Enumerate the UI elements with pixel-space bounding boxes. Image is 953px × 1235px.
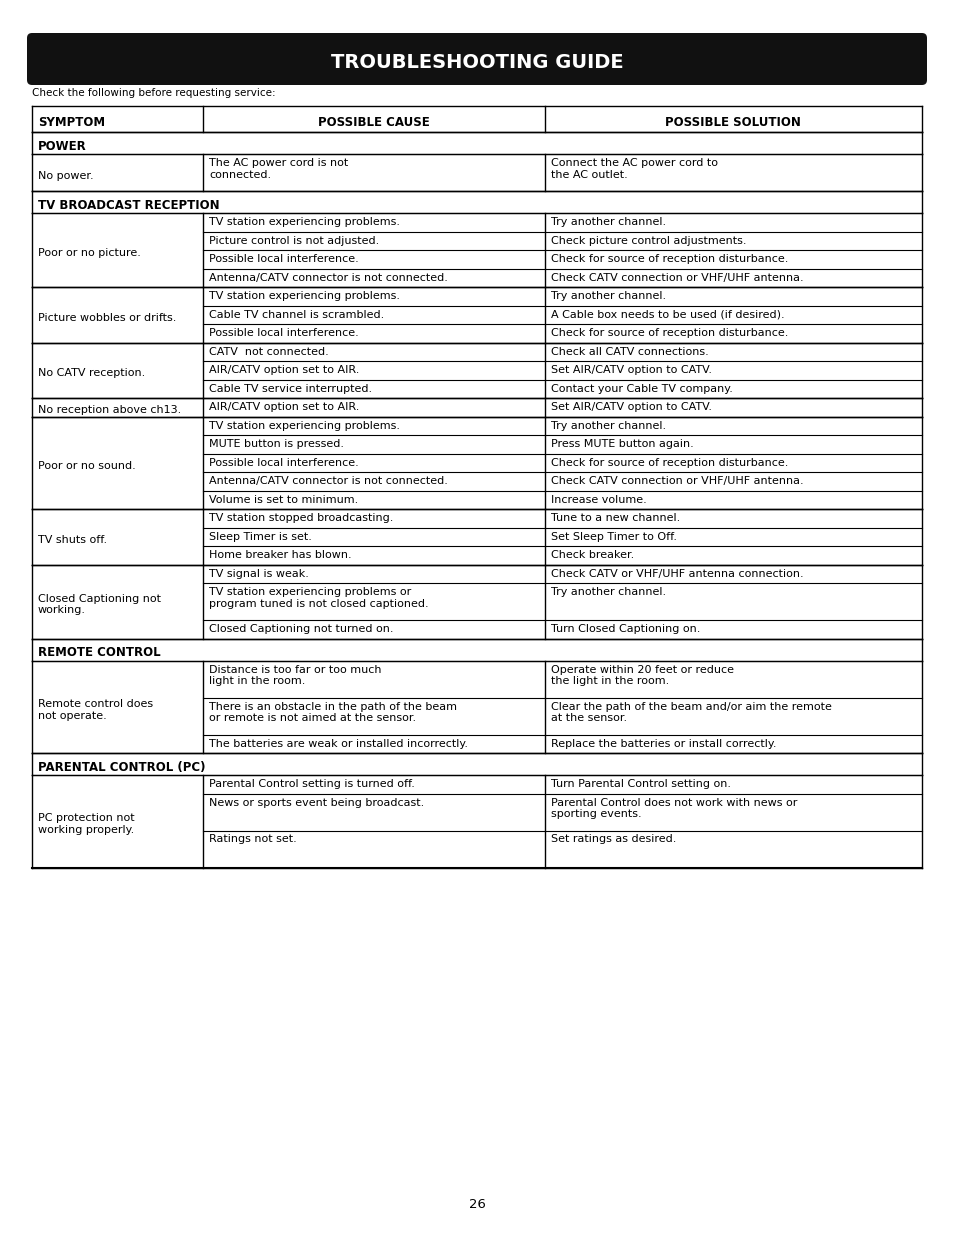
Text: 26: 26 bbox=[468, 1198, 485, 1212]
Text: Cable TV channel is scrambled.: Cable TV channel is scrambled. bbox=[209, 310, 384, 320]
Text: Remote control does
not operate.: Remote control does not operate. bbox=[38, 699, 153, 720]
Text: Set Sleep Timer to Off.: Set Sleep Timer to Off. bbox=[550, 531, 676, 541]
Text: Check CATV connection or VHF/UHF antenna.: Check CATV connection or VHF/UHF antenna… bbox=[550, 273, 802, 283]
Text: TV station experiencing problems.: TV station experiencing problems. bbox=[209, 420, 399, 431]
Text: TV station experiencing problems or
program tuned is not closed captioned.: TV station experiencing problems or prog… bbox=[209, 587, 428, 609]
Text: Increase volume.: Increase volume. bbox=[550, 494, 646, 505]
Text: Turn Parental Control setting on.: Turn Parental Control setting on. bbox=[550, 779, 730, 789]
Text: Cable TV service interrupted.: Cable TV service interrupted. bbox=[209, 384, 372, 394]
Text: Tune to a new channel.: Tune to a new channel. bbox=[550, 513, 679, 522]
Text: Closed Captioning not turned on.: Closed Captioning not turned on. bbox=[209, 624, 393, 634]
Text: Sleep Timer is set.: Sleep Timer is set. bbox=[209, 531, 312, 541]
Text: Ratings not set.: Ratings not set. bbox=[209, 835, 296, 845]
Text: Possible local interference.: Possible local interference. bbox=[209, 457, 358, 468]
Text: SYMPTOM: SYMPTOM bbox=[38, 116, 105, 128]
Text: Poor or no picture.: Poor or no picture. bbox=[38, 248, 141, 258]
Text: Distance is too far or too much
light in the room.: Distance is too far or too much light in… bbox=[209, 664, 381, 687]
Text: POSSIBLE CAUSE: POSSIBLE CAUSE bbox=[317, 116, 429, 128]
Text: Picture control is not adjusted.: Picture control is not adjusted. bbox=[209, 236, 378, 246]
Text: Check the following before requesting service:: Check the following before requesting se… bbox=[32, 88, 275, 98]
Text: The batteries are weak or installed incorrectly.: The batteries are weak or installed inco… bbox=[209, 739, 467, 748]
Text: Check all CATV connections.: Check all CATV connections. bbox=[550, 347, 708, 357]
Text: Contact your Cable TV company.: Contact your Cable TV company. bbox=[550, 384, 732, 394]
Text: Parental Control setting is turned off.: Parental Control setting is turned off. bbox=[209, 779, 415, 789]
Text: TV station experiencing problems.: TV station experiencing problems. bbox=[209, 291, 399, 301]
Text: Try another channel.: Try another channel. bbox=[550, 420, 665, 431]
Text: PARENTAL CONTROL (PC): PARENTAL CONTROL (PC) bbox=[38, 761, 205, 773]
Text: Possible local interference.: Possible local interference. bbox=[209, 329, 358, 338]
Text: Home breaker has blown.: Home breaker has blown. bbox=[209, 550, 351, 559]
Text: Check CATV or VHF/UHF antenna connection.: Check CATV or VHF/UHF antenna connection… bbox=[550, 568, 802, 578]
Text: No reception above ch13.: No reception above ch13. bbox=[38, 405, 181, 415]
Text: Try another channel.: Try another channel. bbox=[550, 587, 665, 597]
Text: News or sports event being broadcast.: News or sports event being broadcast. bbox=[209, 798, 424, 808]
Text: TV shuts off.: TV shuts off. bbox=[38, 535, 107, 545]
Text: Set ratings as desired.: Set ratings as desired. bbox=[550, 835, 676, 845]
Text: No power.: No power. bbox=[38, 170, 93, 180]
Text: Check picture control adjustments.: Check picture control adjustments. bbox=[550, 236, 745, 246]
Text: AIR/CATV option set to AIR.: AIR/CATV option set to AIR. bbox=[209, 366, 359, 375]
Text: TV signal is weak.: TV signal is weak. bbox=[209, 568, 309, 578]
Text: Antenna/CATV connector is not connected.: Antenna/CATV connector is not connected. bbox=[209, 475, 447, 487]
Text: Operate within 20 feet or reduce
the light in the room.: Operate within 20 feet or reduce the lig… bbox=[550, 664, 733, 687]
Text: Volume is set to minimum.: Volume is set to minimum. bbox=[209, 494, 357, 505]
Text: Press MUTE button again.: Press MUTE button again. bbox=[550, 438, 693, 450]
Text: Check for source of reception disturbance.: Check for source of reception disturbanc… bbox=[550, 457, 787, 468]
Text: Check for source of reception disturbance.: Check for source of reception disturbanc… bbox=[550, 329, 787, 338]
Text: Check breaker.: Check breaker. bbox=[550, 550, 633, 559]
Text: TV station experiencing problems.: TV station experiencing problems. bbox=[209, 217, 399, 227]
Text: POWER: POWER bbox=[38, 140, 87, 152]
Text: Parental Control does not work with news or
sporting events.: Parental Control does not work with news… bbox=[550, 798, 796, 819]
Text: Possible local interference.: Possible local interference. bbox=[209, 254, 358, 264]
Text: Closed Captioning not
working.: Closed Captioning not working. bbox=[38, 594, 161, 615]
Text: TROUBLESHOOTING GUIDE: TROUBLESHOOTING GUIDE bbox=[331, 53, 622, 72]
Text: TV station stopped broadcasting.: TV station stopped broadcasting. bbox=[209, 513, 393, 522]
Text: Connect the AC power cord to
the AC outlet.: Connect the AC power cord to the AC outl… bbox=[550, 158, 717, 179]
Text: Check for source of reception disturbance.: Check for source of reception disturbanc… bbox=[550, 254, 787, 264]
Text: Set AIR/CATV option to CATV.: Set AIR/CATV option to CATV. bbox=[550, 366, 711, 375]
Text: TV BROADCAST RECEPTION: TV BROADCAST RECEPTION bbox=[38, 199, 219, 211]
Text: Try another channel.: Try another channel. bbox=[550, 291, 665, 301]
Text: Replace the batteries or install correctly.: Replace the batteries or install correct… bbox=[550, 739, 776, 748]
Text: There is an obstacle in the path of the beam
or remote is not aimed at the senso: There is an obstacle in the path of the … bbox=[209, 701, 456, 724]
Text: The AC power cord is not
connected.: The AC power cord is not connected. bbox=[209, 158, 348, 179]
Text: MUTE button is pressed.: MUTE button is pressed. bbox=[209, 438, 343, 450]
Text: Picture wobbles or drifts.: Picture wobbles or drifts. bbox=[38, 312, 176, 322]
Text: No CATV reception.: No CATV reception. bbox=[38, 368, 145, 378]
Text: Check CATV connection or VHF/UHF antenna.: Check CATV connection or VHF/UHF antenna… bbox=[550, 475, 802, 487]
Text: Set AIR/CATV option to CATV.: Set AIR/CATV option to CATV. bbox=[550, 403, 711, 412]
Text: Antenna/CATV connector is not connected.: Antenna/CATV connector is not connected. bbox=[209, 273, 447, 283]
Text: POSSIBLE SOLUTION: POSSIBLE SOLUTION bbox=[664, 116, 801, 128]
Text: Turn Closed Captioning on.: Turn Closed Captioning on. bbox=[550, 624, 700, 634]
FancyBboxPatch shape bbox=[27, 33, 926, 85]
Text: CATV  not connected.: CATV not connected. bbox=[209, 347, 328, 357]
Text: AIR/CATV option set to AIR.: AIR/CATV option set to AIR. bbox=[209, 403, 359, 412]
Text: Try another channel.: Try another channel. bbox=[550, 217, 665, 227]
Text: Clear the path of the beam and/or aim the remote
at the sensor.: Clear the path of the beam and/or aim th… bbox=[550, 701, 831, 724]
Text: Poor or no sound.: Poor or no sound. bbox=[38, 461, 135, 471]
Text: A Cable box needs to be used (if desired).: A Cable box needs to be used (if desired… bbox=[550, 310, 783, 320]
Text: REMOTE CONTROL: REMOTE CONTROL bbox=[38, 646, 160, 659]
Text: PC protection not
working properly.: PC protection not working properly. bbox=[38, 814, 134, 835]
